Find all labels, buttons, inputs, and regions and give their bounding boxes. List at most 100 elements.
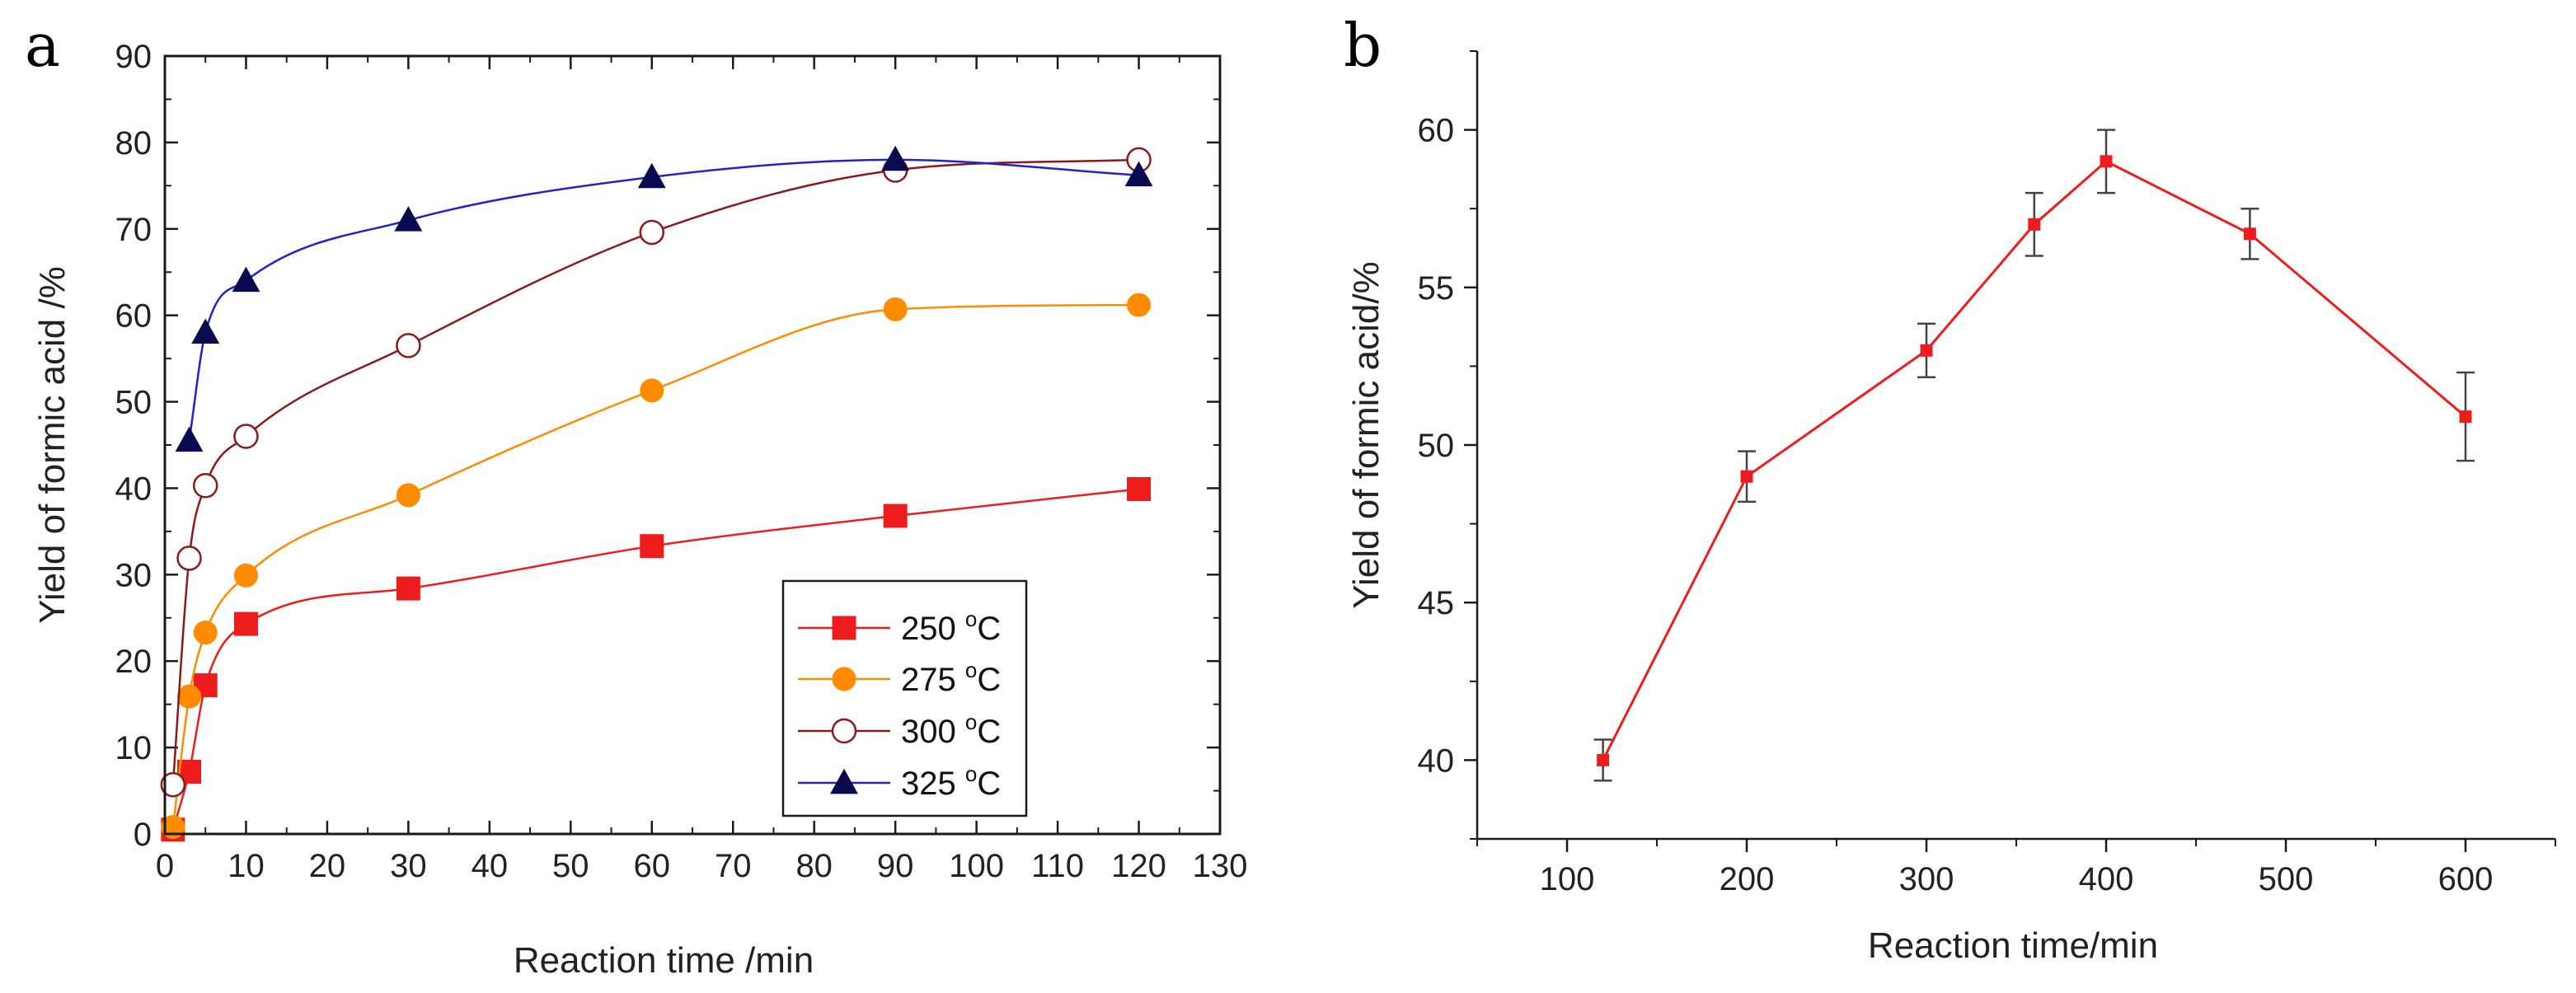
- legend-label-300-value: 300: [901, 714, 965, 750]
- panel-b-data-point: [1740, 470, 1753, 483]
- panel-a-y-tick-label: 20: [115, 644, 152, 680]
- panel-a-plot-frame: [163, 54, 1222, 836]
- panel-b-x-tick-label: 400: [2079, 861, 2134, 897]
- panel-a-legend: 250 oC 275 oC 300 oC: [781, 579, 1028, 817]
- panel-a-x-tick-label: 0: [156, 848, 174, 884]
- panel-b-data-point: [2100, 155, 2113, 168]
- panel-a-y-tick-label: 0: [134, 817, 152, 853]
- panel-a-x-axis-title: Reaction time /min: [514, 940, 814, 981]
- legend-label-250-unit: C: [977, 611, 1001, 647]
- legend-marker-275: [832, 667, 856, 691]
- panel-a-y-tick-labels: 0 10 20 30 40 50 60 70 80 90: [115, 39, 152, 853]
- panel-b-axes: [1464, 50, 2556, 852]
- data-point: [192, 473, 218, 499]
- panel-a-axes: [163, 54, 1222, 836]
- panel-a-x-tick-label: 130: [1193, 848, 1248, 884]
- panel-a-x-tick-label: 10: [228, 848, 265, 884]
- panel-b-chart: b 100 200 300 400 500 600 40 45 50 55 60 Reaction…: [1344, 11, 2556, 966]
- legend-marker-shape: [831, 718, 857, 744]
- data-point: [176, 546, 202, 571]
- legend-label-300: 300 oC: [901, 710, 1001, 750]
- legend-marker-shape: [832, 616, 856, 640]
- legend-entry-325: 325 oC: [798, 761, 1001, 802]
- panel-b-series-group: [1593, 129, 2475, 782]
- panel-a-chart: a 0 10 20 30 40 50 60 70 80 90 100 110 120 130 0 10 20 3…: [25, 11, 1247, 981]
- panel-b-x-tick-labels: 100 200 300 400 500 600: [1540, 861, 2494, 897]
- legend-marker-shape: [830, 768, 858, 794]
- legend-label-250: 250 oC: [901, 607, 1001, 647]
- data-point: [396, 333, 421, 358]
- data-point: [1127, 293, 1152, 317]
- data-point: [396, 576, 420, 601]
- panel-a-label: a: [25, 11, 60, 80]
- panel-b-label: b: [1344, 11, 1382, 80]
- panel-b-x-tick-label: 100: [1540, 861, 1595, 897]
- data-point: [637, 162, 666, 189]
- data-point: [1127, 476, 1152, 501]
- legend-label-250-degree: o: [965, 607, 977, 631]
- panel-a-y-tick-label: 30: [115, 557, 152, 593]
- panel-b-x-axis-title: Reaction time/min: [1868, 925, 2158, 966]
- panel-a-x-tick-label: 70: [715, 848, 752, 884]
- legend-frame: [781, 579, 1028, 817]
- data-point: [232, 266, 260, 293]
- panel-a-y-tick-label: 40: [115, 471, 152, 507]
- data-point: [191, 318, 220, 344]
- panel-b-y-tick-label: 40: [1418, 742, 1455, 779]
- panel-a-y-tick-label: 90: [115, 39, 152, 75]
- panel-b-data-point: [1920, 344, 1933, 357]
- panel-b-data-point: [2459, 410, 2472, 424]
- legend-label-275-value: 275: [901, 662, 965, 698]
- legend-label-325: 325 oC: [901, 761, 1001, 802]
- panel-a-y-tick-label: 10: [115, 730, 152, 766]
- data-point: [233, 424, 259, 449]
- legend-marker-250: [832, 616, 856, 640]
- legend-entry-275: 275 oC: [798, 658, 1001, 698]
- panel-b-data-point: [2028, 218, 2041, 231]
- panel-a-y-tick-label: 50: [115, 385, 152, 421]
- data-point: [394, 206, 423, 232]
- panel-b-x-tick-label: 600: [2438, 861, 2494, 897]
- panel-a-y-tick-label: 60: [115, 298, 152, 335]
- panel-b-x-tick-label: 500: [2259, 861, 2314, 897]
- legend-entry-300: 300 oC: [798, 710, 1001, 750]
- legend-label-275-unit: C: [977, 662, 1001, 698]
- legend-entry-250: 250 oC: [798, 607, 1001, 647]
- data-point: [160, 771, 186, 798]
- series-line-325: [188, 158, 1139, 441]
- data-point: [233, 563, 258, 588]
- panel-a-x-tick-label: 30: [390, 848, 427, 884]
- panel-a-x-tick-label: 20: [309, 848, 346, 884]
- data-point: [883, 504, 908, 528]
- panel-b-x-tick-label: 200: [1720, 861, 1775, 897]
- data-point: [396, 483, 420, 508]
- panel-b-y-tick-labels: 40 45 50 55 60: [1418, 113, 1455, 780]
- panel-a-y-axis-title: Yield of formic acid /%: [32, 266, 73, 624]
- legend-label-325-degree: o: [965, 761, 977, 786]
- data-point: [175, 426, 204, 452]
- legend-label-250-value: 250: [901, 611, 965, 647]
- legend-label-275: 275 oC: [901, 658, 1001, 698]
- panel-a-y-tick-label: 80: [115, 125, 152, 162]
- panel-b-y-tick-label: 45: [1418, 585, 1455, 621]
- panel-a-x-tick-label: 80: [795, 848, 833, 884]
- panel-a-series-group: [160, 145, 1153, 842]
- panel-b-y-tick-label: 60: [1418, 113, 1455, 149]
- panel-b-y-axis-title: Yield of formic acid/%: [1346, 261, 1387, 608]
- panel-a-x-tick-label: 110: [1031, 848, 1084, 884]
- panel-b-x-tick-label: 300: [1899, 861, 1954, 897]
- data-point: [881, 145, 910, 171]
- data-point: [193, 621, 218, 645]
- series-275: [161, 293, 1152, 840]
- panel-a-x-tick-labels: 0 10 20 30 40 50 60 70 80 90 100 110 120 130: [156, 848, 1248, 884]
- panel-a-y-tick-label: 70: [115, 212, 152, 248]
- data-point: [1124, 161, 1153, 187]
- data-point: [639, 219, 665, 246]
- panel-b-y-tick-label: 55: [1418, 270, 1455, 307]
- legend-marker-325: [830, 768, 858, 794]
- data-point: [233, 611, 258, 636]
- legend-label-325-unit: C: [977, 766, 1001, 802]
- panel-a-x-tick-label: 90: [877, 848, 914, 884]
- panel-a-x-tick-label: 40: [472, 848, 509, 884]
